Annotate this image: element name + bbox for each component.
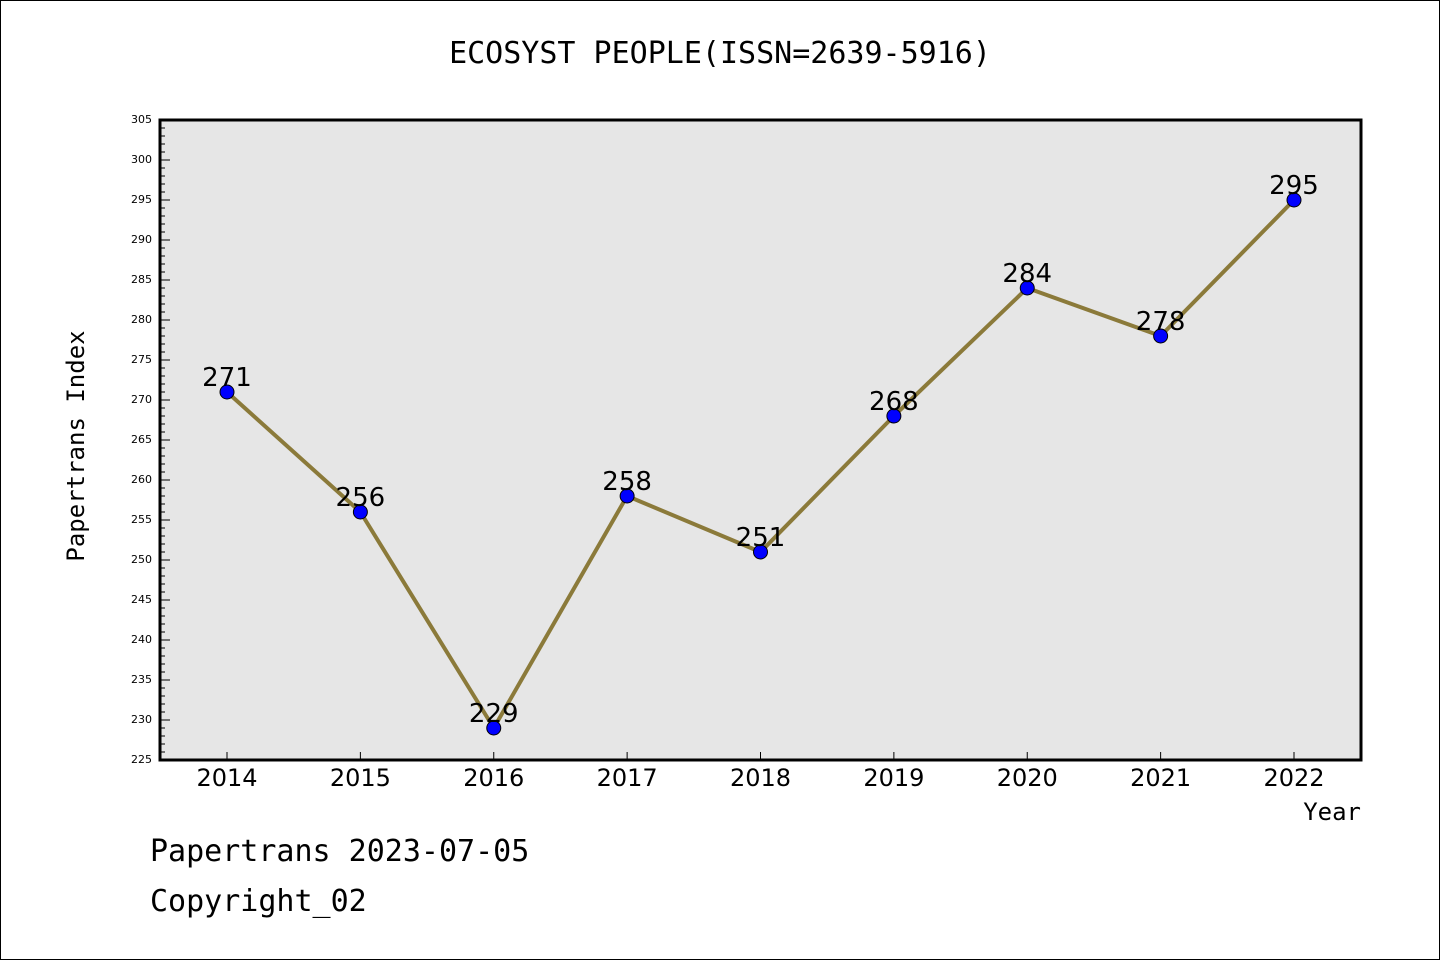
y-tick-label: 305: [131, 113, 152, 126]
x-tick-label: 2017: [597, 764, 658, 792]
x-tick-label: 2022: [1263, 764, 1324, 792]
x-tick-label: 2021: [1130, 764, 1191, 792]
data-label: 295: [1269, 171, 1319, 201]
y-axis-label: Papertrans Index: [62, 330, 90, 561]
y-tick-label: 225: [131, 753, 152, 766]
y-tick-label: 245: [131, 593, 152, 606]
y-tick-label: 300: [131, 153, 152, 166]
data-point: [352, 504, 368, 520]
data-point: [753, 544, 768, 560]
data-label: 258: [602, 467, 652, 497]
data-point: [219, 384, 235, 400]
x-tick-label: 2018: [730, 764, 791, 792]
y-tick-label: 290: [131, 233, 152, 246]
footer-date: Papertrans 2023-07-05: [150, 834, 530, 869]
y-tick-label: 235: [131, 673, 152, 686]
data-point: [886, 408, 902, 424]
x-tick-label: 2016: [463, 764, 524, 792]
data-label: 268: [869, 387, 919, 417]
y-tick-label: 265: [131, 433, 152, 446]
y-tick-label: 240: [131, 633, 152, 646]
data-point: [486, 720, 502, 736]
data-label: 271: [202, 363, 252, 393]
data-point: [1286, 192, 1302, 208]
data-point: [1153, 328, 1169, 344]
data-label: 251: [736, 523, 786, 553]
y-tick-label: 255: [131, 513, 152, 526]
plot-area: [160, 120, 1361, 760]
y-tick-label: 285: [131, 273, 152, 286]
data-label: 284: [1002, 259, 1052, 289]
x-tick-label: 2015: [330, 764, 391, 792]
x-tick-label: 2014: [196, 764, 257, 792]
y-tick-label: 270: [131, 393, 152, 406]
y-tick-label: 280: [131, 313, 152, 326]
plot-border: [158, 118, 1363, 762]
y-tick-label: 275: [131, 353, 152, 366]
data-point: [619, 488, 635, 504]
x-tick-label: 2020: [997, 764, 1058, 792]
footer-copyright: Copyright_02: [150, 884, 367, 919]
y-tick-label: 260: [131, 473, 152, 486]
x-tick-label: 2019: [863, 764, 924, 792]
data-label: 256: [336, 483, 386, 513]
data-label: 278: [1136, 307, 1186, 337]
data-point: [1019, 280, 1035, 296]
data-label: 229: [469, 699, 519, 729]
y-tick-label: 230: [131, 713, 152, 726]
x-axis-label: Year: [1303, 798, 1361, 826]
chart-title: ECOSYST PEOPLE(ISSN=2639-5916): [449, 36, 991, 71]
y-tick-label: 250: [131, 553, 152, 566]
y-tick-label: 295: [131, 193, 152, 206]
